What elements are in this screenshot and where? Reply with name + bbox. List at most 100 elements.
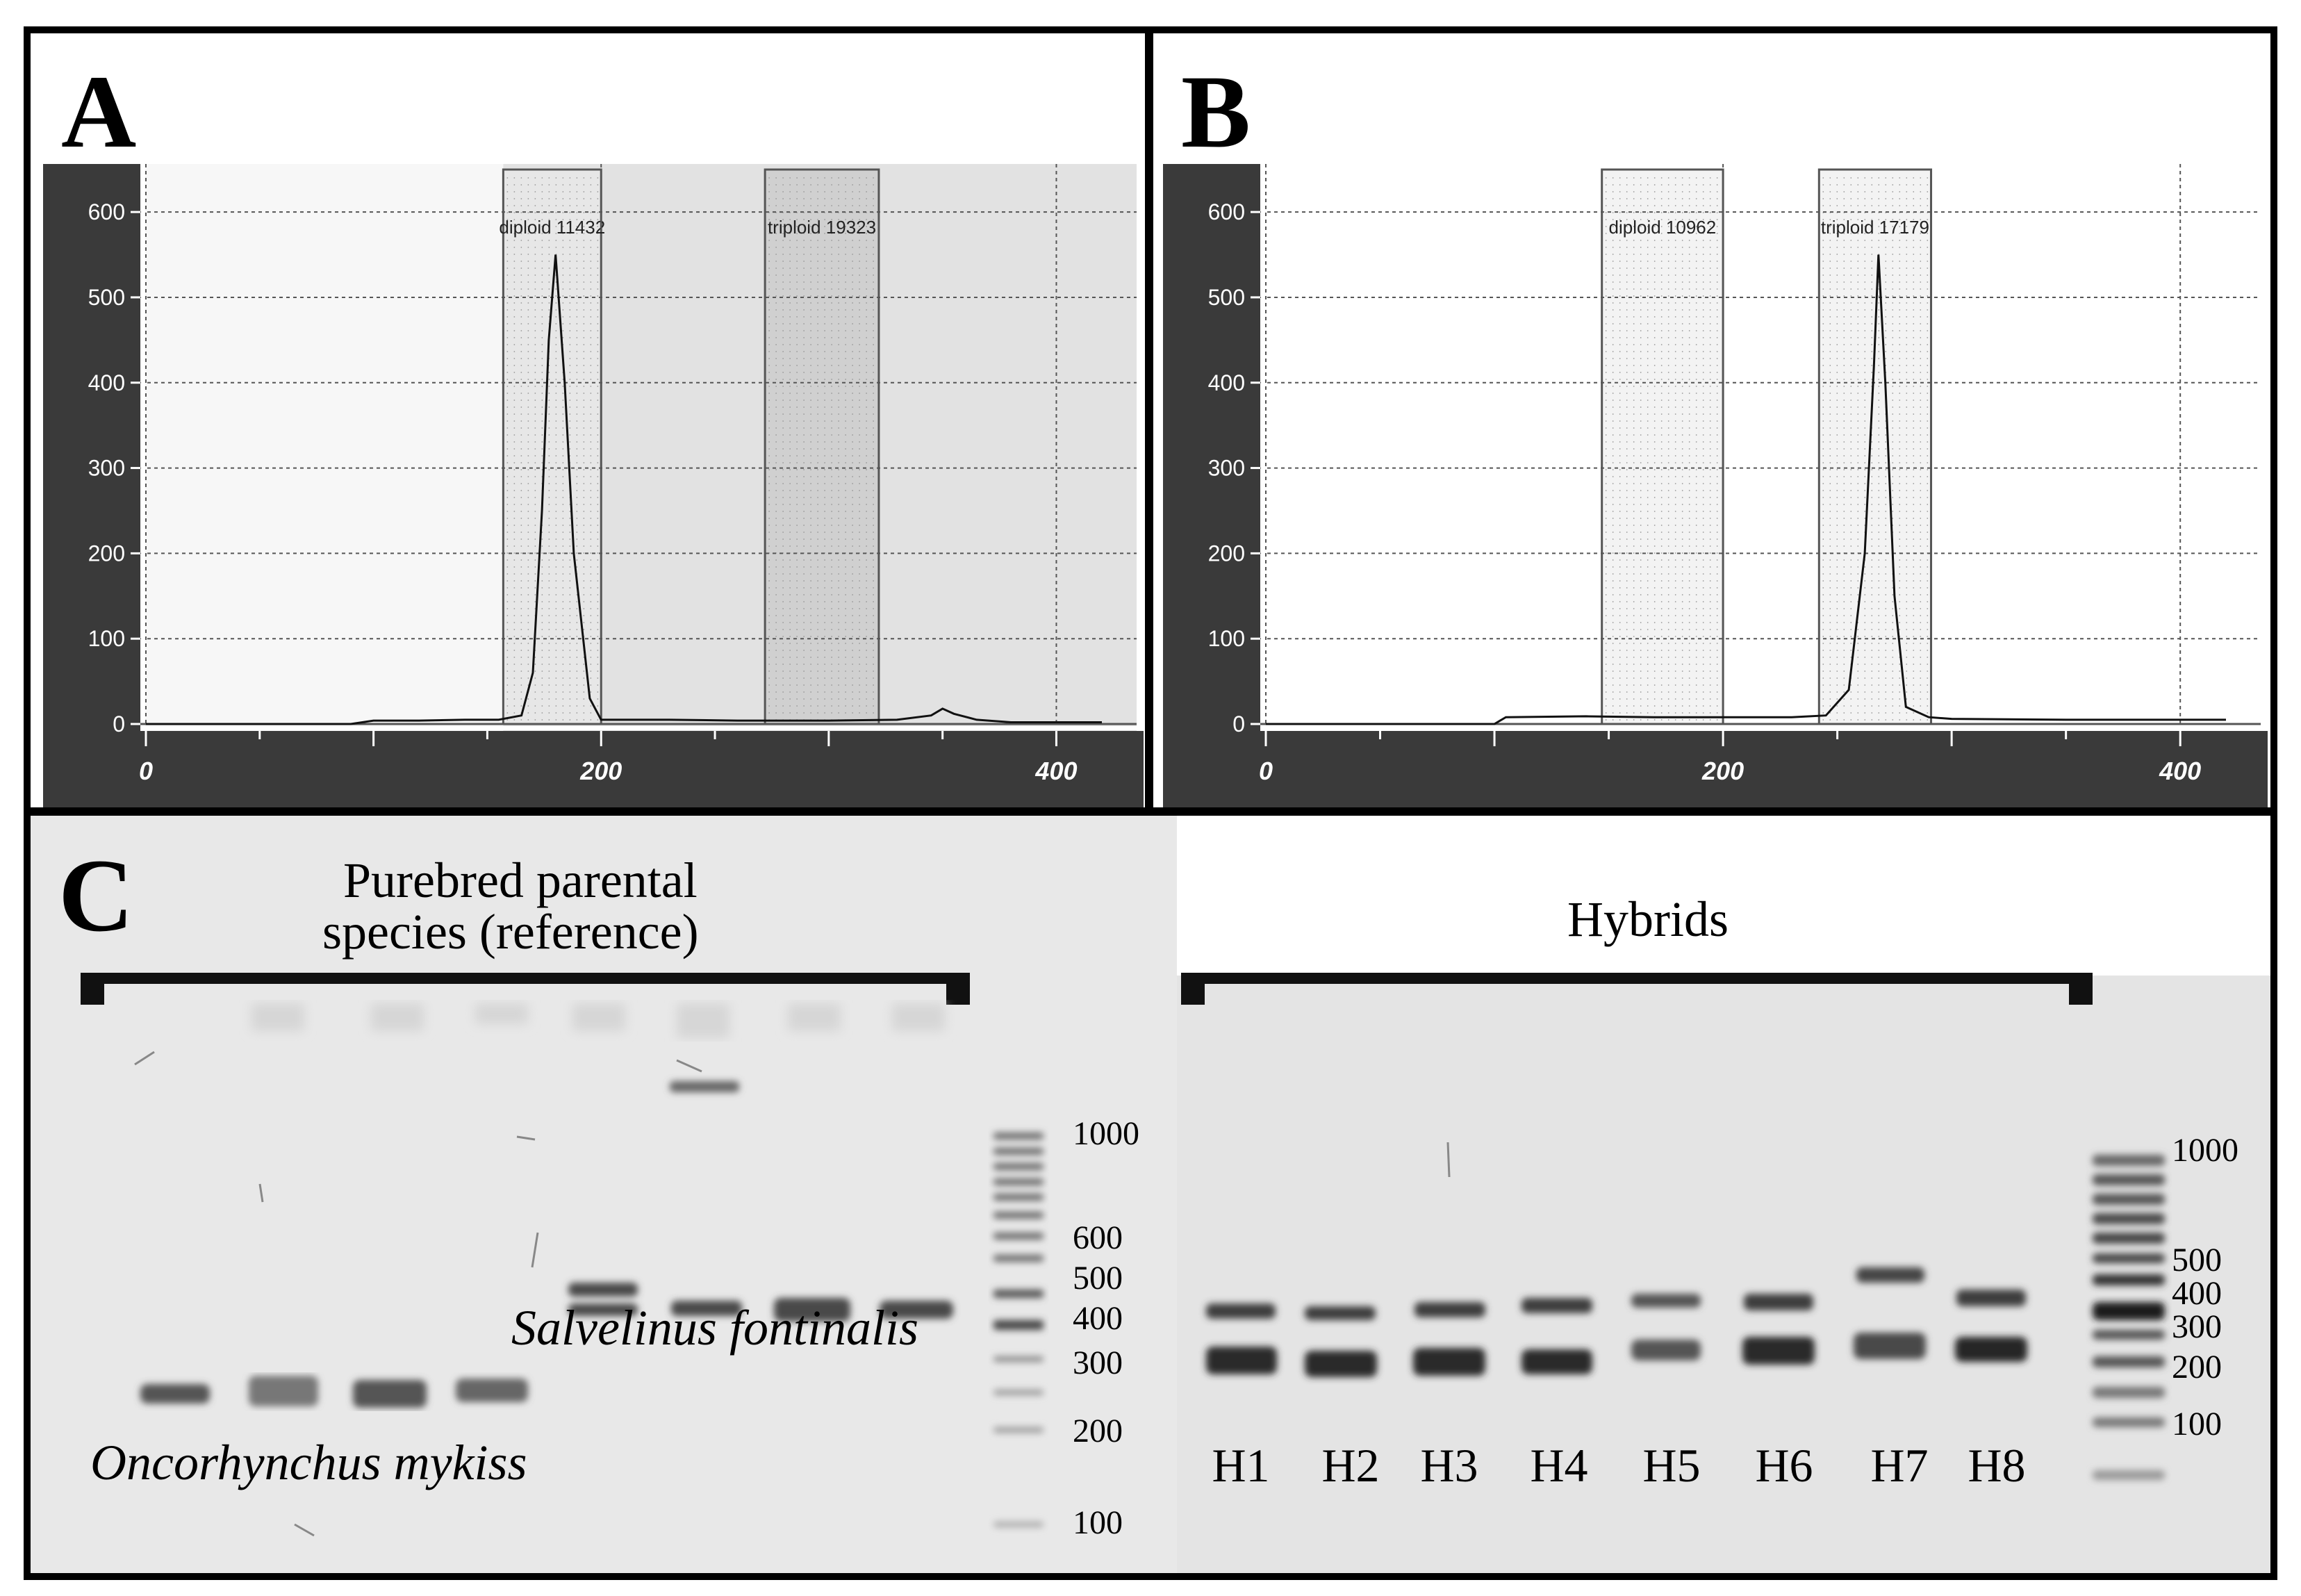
gate-dot [1716,684,1718,686]
gate-dot [1850,406,1852,408]
gate-dot [548,198,550,199]
gate-dot [1633,351,1635,352]
gate-dot [1927,525,1929,526]
gate-dot [1709,177,1711,179]
gate-dot [845,705,847,707]
gate-dot [1626,351,1628,352]
gate-dot [1660,240,1663,241]
gate-dot [789,643,791,644]
gate-dot [583,469,585,470]
gate-dot [1640,476,1642,477]
gate-dot [562,580,564,582]
gate-dot [1892,657,1894,658]
gate-dot [1653,608,1656,609]
gate-dot [859,601,861,602]
gate-dot [534,664,536,665]
gate-dot [1913,664,1915,665]
gate-dot [1653,629,1656,630]
gate-dot [817,233,819,234]
gate-dot [541,469,543,470]
gate-dot [1822,601,1824,602]
gate-dot [775,601,777,602]
gate-dot [852,240,854,241]
gate-dot [541,295,543,297]
gate-dot [852,330,854,331]
gate-dot [1878,538,1880,540]
gate-dot [1633,629,1635,630]
gate-dot [1885,337,1887,338]
gate-dot [1633,386,1635,387]
gate-dot [520,511,522,512]
gate-dot [506,261,509,262]
gate-dot [513,448,516,450]
gate-dot [1660,441,1663,443]
gate-dot [1892,518,1894,519]
gate-dot [831,316,833,318]
gate-dot [852,594,854,595]
gate-dot [506,719,509,721]
gate-dot [1716,184,1718,186]
gate-dot [1716,608,1718,609]
gate-dot [1857,691,1859,693]
gate-dot [590,504,592,505]
gate-dot [1605,302,1607,304]
gate-dot [789,684,791,686]
gate-dot [1927,406,1929,408]
gate-dot [1702,441,1704,443]
gate-dot [1843,580,1845,582]
gate-dot [1716,351,1718,352]
gate-dot [1605,504,1607,505]
gate-dot [527,462,529,463]
gate-dot [569,288,571,290]
gate-dot [1716,309,1718,311]
gate-dot [1843,615,1845,616]
gate-dot [1850,344,1852,345]
gate-dot [817,691,819,693]
gate-dot [1885,698,1887,700]
gate-dot [831,650,833,651]
gate-dot [569,538,571,540]
gate-dot [1619,413,1621,415]
gate-dot [1892,254,1894,255]
gate-dot [583,657,585,658]
gate-dot [1878,344,1880,345]
gate-dot [831,323,833,324]
gate-dot [569,344,571,345]
gate-dot [824,268,826,269]
gate-dot [1878,309,1880,311]
gate-dot [873,337,875,338]
gate-dot [859,657,861,658]
gate-dot [1633,698,1635,700]
x-tick-label: 400 [1034,757,1077,785]
gate-dot [1688,441,1690,443]
gate-dot [831,268,833,269]
gate-dot [1716,650,1718,651]
gate-dot [810,365,812,366]
gate-dot [520,358,522,359]
gate-dot [1716,629,1718,630]
gate-dot [845,511,847,512]
gate-dot [768,420,770,422]
gate-dot [576,309,578,311]
gate-dot [1885,545,1887,547]
gate-dot [859,608,861,609]
gate-dot [1647,316,1649,318]
gate-dot [1850,295,1852,297]
gate-dot [1927,337,1929,338]
gate-dot [1667,629,1669,630]
gate-dot [1913,254,1915,255]
gate-dot [1709,538,1711,540]
gate-dot [1674,719,1676,721]
gate-dot [1920,664,1922,665]
gate-dot [1878,434,1880,436]
gate-dot [824,205,826,206]
gate-dot [1864,406,1866,408]
gate-dot [1716,462,1718,463]
gate-dot [1640,247,1642,248]
gate-dot [1626,622,1628,623]
gate-dot [1605,664,1607,665]
gate-dot [1927,538,1929,540]
gate-dot [824,219,826,220]
gate-dot [1913,483,1915,484]
gate-dot [824,532,826,533]
